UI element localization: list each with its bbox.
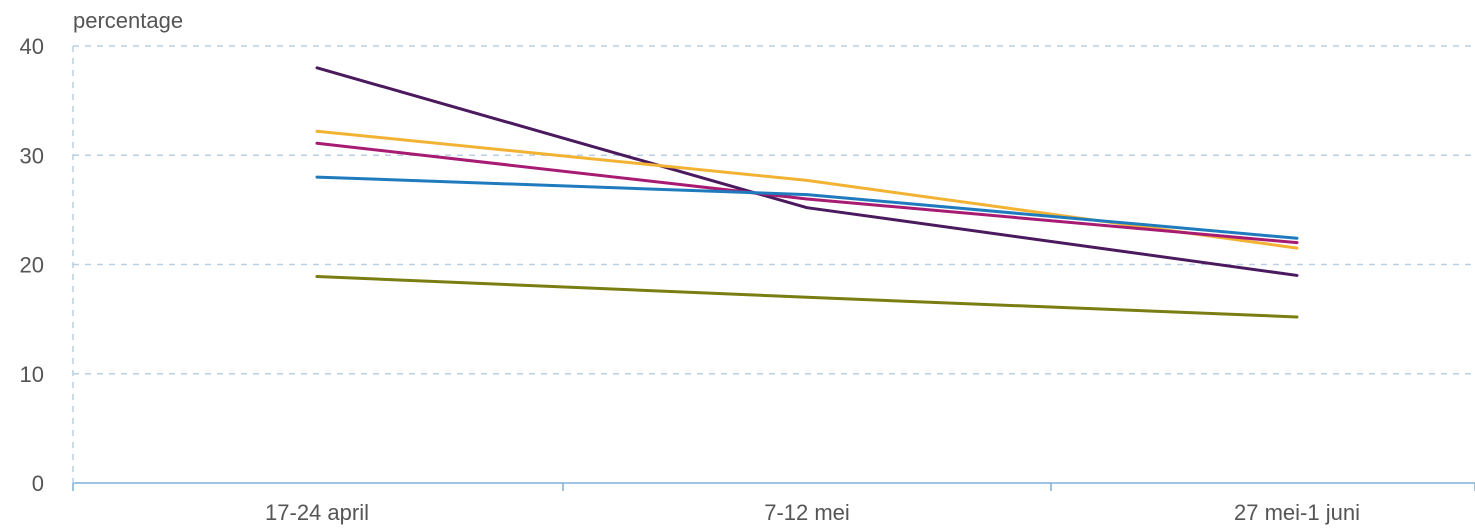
x-tick-label: 27 mei-1 juni bbox=[1234, 500, 1360, 525]
y-axis-ticks: 0 10 20 30 40 bbox=[20, 34, 44, 496]
y-tick-label: 40 bbox=[20, 34, 44, 59]
gridlines bbox=[73, 45, 1475, 375]
y-axis-title: percentage bbox=[73, 8, 183, 33]
y-tick-label: 0 bbox=[32, 471, 44, 496]
x-tick-label: 7-12 mei bbox=[764, 500, 850, 525]
series-line bbox=[315, 129, 1299, 250]
x-tick-label: 17-24 april bbox=[265, 500, 369, 525]
x-axis-ticks: 17-24 april 7-12 mei 27 mei-1 juni bbox=[265, 500, 1360, 525]
y-tick-label: 30 bbox=[20, 143, 44, 168]
series-line bbox=[315, 175, 1299, 240]
y-tick-label: 20 bbox=[20, 253, 44, 278]
y-tick-label: 10 bbox=[20, 362, 44, 387]
series-line bbox=[315, 66, 1299, 277]
x-axis bbox=[72, 46, 1475, 491]
series-line bbox=[315, 141, 1299, 245]
series-lines bbox=[315, 66, 1299, 319]
series-line bbox=[315, 275, 1299, 319]
